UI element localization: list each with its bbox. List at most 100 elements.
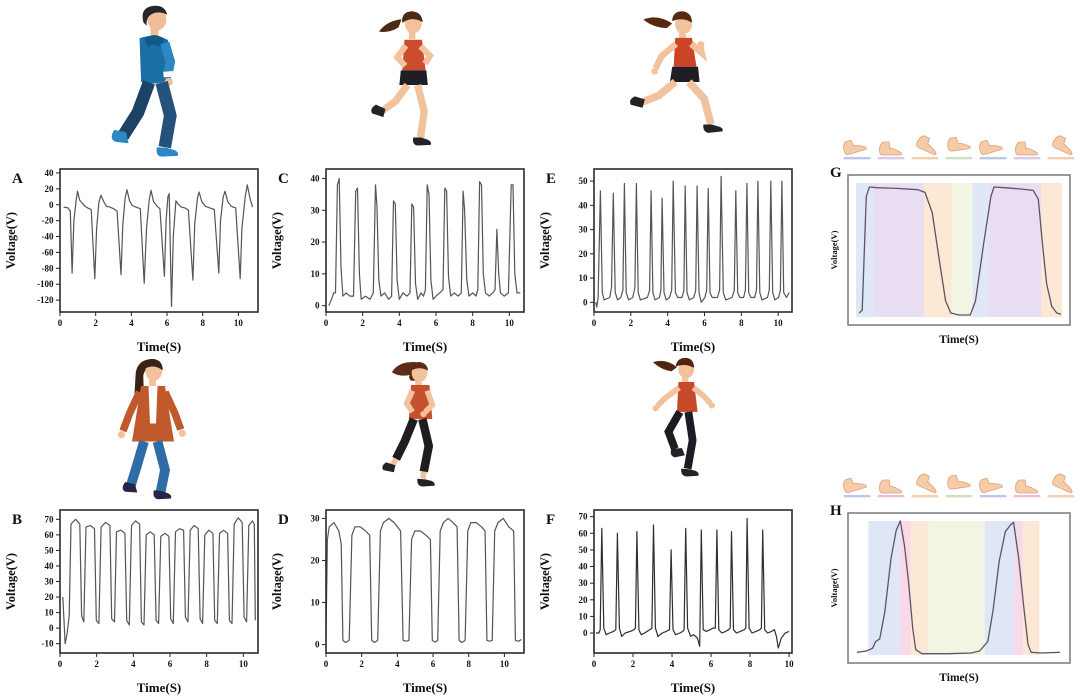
y-axis-label: Voltage(V): [270, 212, 284, 269]
plot-border: [593, 509, 793, 654]
y-tick-label: -60: [42, 247, 54, 257]
y-tick-label: 60: [579, 528, 589, 538]
chart-jogging-female-2-voltage: 0 10 20 30 0 2 4 6 8 10 Voltage(V) Time(S): [270, 509, 525, 695]
back-leg: [392, 417, 418, 461]
gait-phase-underline: [1013, 157, 1041, 160]
gait-waveform-line: [858, 186, 1062, 316]
x-axis-label: Time(S): [671, 339, 716, 354]
y-tick-label: 50: [45, 545, 55, 555]
front-arm: [418, 44, 434, 66]
chart-walking-gait-phases: Voltage(V) Time(S): [829, 174, 1071, 346]
y-tick-label: 20: [311, 555, 321, 565]
foot-pose-toe-off: [1047, 135, 1075, 160]
panel-c: C 0 10 20 30 40 0 2 4 6 8 10 Voltage(V) Time(S): [268, 162, 534, 358]
back-shoe: [670, 448, 685, 458]
foot-pose-foot-flat: [877, 141, 905, 160]
x-tick-label: 8: [748, 659, 753, 669]
x-tick-label: 4: [131, 659, 136, 669]
y-tick-label: -80: [42, 263, 54, 273]
back-shoe: [630, 96, 645, 108]
gait-phase-underline: [1047, 157, 1075, 160]
y-tick-label: 20: [45, 184, 55, 194]
y-tick-label: 40: [311, 174, 321, 184]
panel-a: A 40 20 0 -20 -40 -60 -80 -100 -120 0 2 4 6 8 10 Voltag…: [2, 162, 268, 358]
gait-phase-band: [1041, 183, 1062, 317]
person-walking-woman: [117, 358, 186, 500]
panel-f: F 0 10 20 30 40 50 60 70 0 2 4 6 8 10 Voltage(V) Time(S…: [536, 503, 802, 699]
front-shoe: [417, 478, 435, 487]
y-tick-label: 10: [579, 273, 589, 283]
x-tick-label: 10: [785, 659, 795, 669]
gait-phase-underline: [945, 495, 973, 498]
waveform-line: [63, 184, 254, 307]
front-leg: [418, 418, 434, 473]
x-tick-label: 4: [665, 318, 670, 328]
hair: [142, 358, 163, 371]
x-axis-label: Time(S): [137, 339, 182, 354]
gait-phase-underline: [877, 157, 905, 160]
y-tick-label: -10: [42, 639, 54, 649]
chart-walking-male-voltage: 40 20 0 -20 -40 -60 -80 -100 -120 0 2 4 6 8 10 Voltage(…: [4, 168, 259, 354]
x-axis-label: Time(S): [939, 672, 979, 684]
y-tick-label: 0: [583, 297, 588, 307]
waveform-line: [328, 177, 521, 306]
x-tick-label: 0: [592, 318, 597, 328]
foot-icon: [916, 473, 937, 494]
gait-feet-sequence-running: [843, 473, 1075, 498]
panel-h: H Voltage(V) Time(S): [818, 466, 1080, 699]
foot-pose-foot-flat: [1013, 479, 1041, 498]
y-tick-label: 50: [579, 176, 589, 186]
x-tick-label: 6: [431, 659, 436, 669]
panel-label-g: G: [830, 165, 842, 181]
y-tick-label: -40: [42, 232, 54, 242]
y-tick-label: 70: [579, 512, 589, 522]
back-shoe: [382, 462, 396, 473]
neck: [150, 27, 159, 37]
gait-box-border: [847, 512, 1071, 664]
back-hand: [651, 67, 659, 75]
flying-hair: [652, 360, 677, 372]
x-tick-label: 4: [129, 318, 134, 328]
y-tick-label: 30: [311, 513, 321, 523]
back-ankle: [390, 457, 399, 467]
foot-icon: [1052, 473, 1073, 494]
foot-icon: [843, 139, 867, 155]
gait-phase-band: [972, 183, 989, 317]
y-tick-label: 40: [45, 561, 55, 571]
y-tick-label: 20: [579, 595, 589, 605]
y-tick-label: 10: [579, 611, 589, 621]
front-leg: [414, 84, 428, 139]
x-tick-label: 4: [670, 659, 675, 669]
y-axis-label: Voltage(V): [4, 212, 18, 269]
y-tick-label: 40: [579, 200, 589, 210]
gait-phase-band: [868, 521, 901, 655]
back-boot: [122, 482, 138, 493]
person-jogging-woman-2: [382, 361, 436, 487]
neck: [408, 30, 416, 39]
gait-waveform-line: [856, 520, 1060, 655]
gait-phase-underline: [979, 495, 1007, 498]
front-leg: [686, 79, 715, 126]
panel-d: D 0 10 20 30 0 2 4 6 8 10 Voltage(V) Time(S): [268, 503, 534, 699]
front-hand: [178, 429, 186, 437]
x-tick-label: 6: [702, 318, 707, 328]
y-tick-label: 40: [45, 168, 55, 178]
foot-icon: [947, 136, 971, 152]
person-jogging-woman: [371, 11, 434, 146]
person-running-woman: [630, 11, 723, 133]
foot-icon: [879, 479, 902, 494]
y-tick-label: 70: [45, 514, 55, 524]
gait-phase-band: [951, 183, 973, 317]
x-tick-label: 10: [500, 659, 510, 669]
back-arm: [119, 390, 143, 433]
foot-icon: [1015, 141, 1038, 156]
back-arm: [655, 385, 681, 409]
y-axis-label: Voltage(V): [270, 553, 284, 610]
gait-phase-band: [1022, 521, 1040, 655]
gait-phase-underline: [979, 157, 1007, 160]
x-axis-label: Time(S): [403, 680, 448, 695]
neck: [679, 31, 686, 40]
x-axis-label: Time(S): [403, 339, 448, 354]
gait-phase-underline: [945, 157, 973, 160]
back-hand: [652, 405, 659, 412]
